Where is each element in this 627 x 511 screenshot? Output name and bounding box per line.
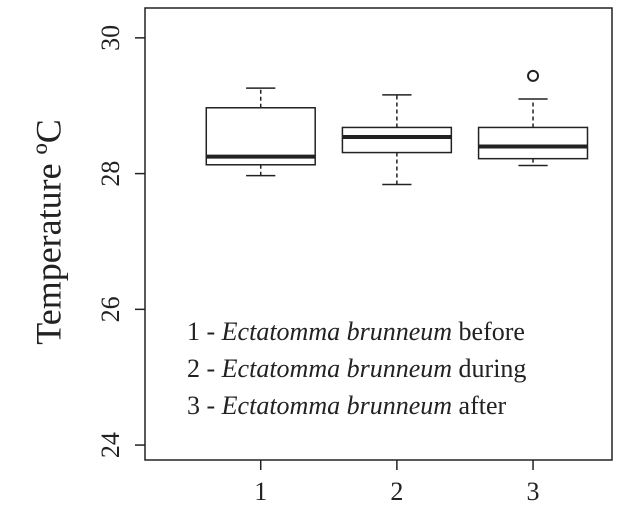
x-tick-label: 2 <box>390 477 403 506</box>
legend-species: Ectatomma brunneum <box>221 354 452 383</box>
y-tick-label: 26 <box>96 296 125 322</box>
x-tick-label: 1 <box>254 477 267 506</box>
legend-suffix: before <box>452 317 525 346</box>
x-tick-label: 3 <box>527 477 540 506</box>
legend-suffix: during <box>452 354 526 383</box>
outlier <box>527 69 540 82</box>
y-tick-label: 24 <box>96 432 125 458</box>
y-tick-label: 30 <box>96 25 125 51</box>
legend-prefix: 2 - <box>187 354 222 383</box>
legend-prefix: 1 - <box>187 317 222 346</box>
legend-species: Ectatomma brunneum <box>221 391 452 420</box>
y-tick-label: 28 <box>96 161 125 187</box>
legend-item: 1 - Ectatomma brunneum before <box>187 317 525 346</box>
box <box>477 126 589 160</box>
box <box>341 126 453 154</box>
legend-species: Ectatomma brunneum <box>221 317 452 346</box>
plot-frame <box>144 7 613 461</box>
legend-item: 3 - Ectatomma brunneum after <box>187 391 506 420</box>
legend-prefix: 3 - <box>187 391 222 420</box>
legend-suffix: after <box>452 391 506 420</box>
y-axis-label: Temperature ºC <box>28 119 68 345</box>
legend-item: 2 - Ectatomma brunneum during <box>187 354 526 383</box>
